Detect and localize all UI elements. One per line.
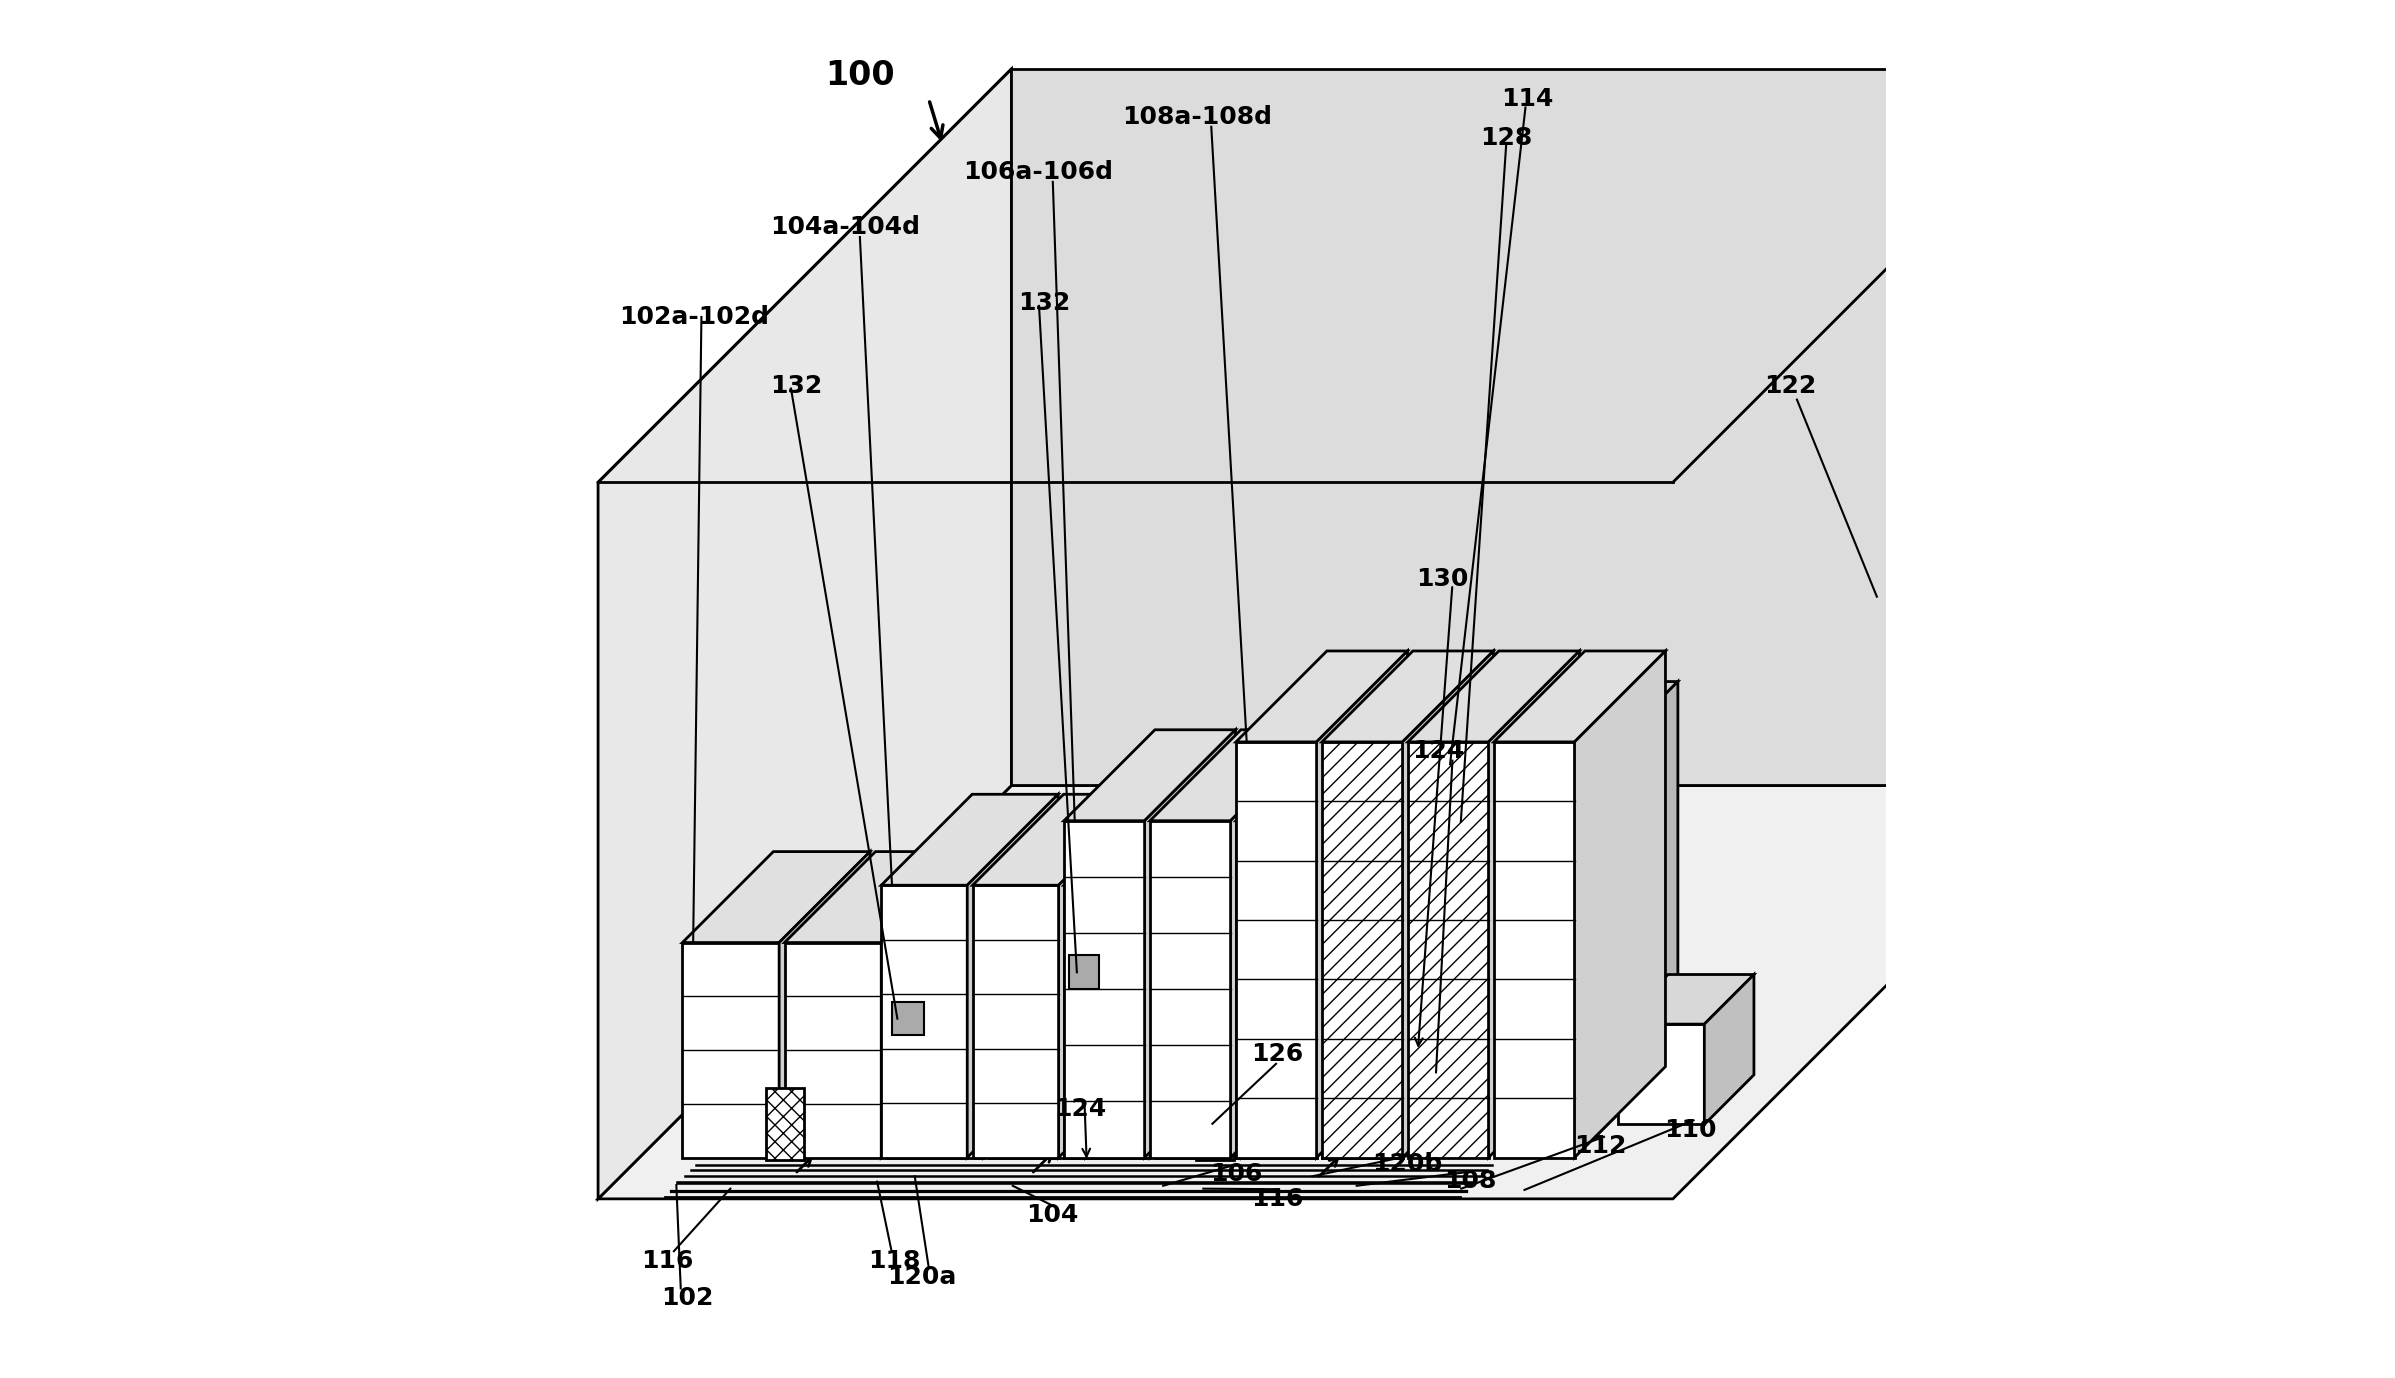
Polygon shape	[972, 794, 1150, 885]
Text: 124: 124	[1054, 1097, 1106, 1122]
Polygon shape	[881, 885, 968, 1158]
Polygon shape	[1705, 974, 1753, 1124]
Text: 108a-108d: 108a-108d	[1121, 105, 1272, 130]
Polygon shape	[599, 785, 2086, 1199]
Polygon shape	[1063, 885, 1150, 1158]
Text: 120a: 120a	[886, 1265, 956, 1290]
Polygon shape	[1063, 730, 1236, 821]
Polygon shape	[989, 943, 1085, 1158]
Text: 102: 102	[661, 1286, 714, 1310]
Polygon shape	[1435, 682, 1679, 765]
Polygon shape	[599, 69, 1011, 1199]
Text: 126: 126	[1250, 1042, 1303, 1067]
Text: 100: 100	[826, 59, 896, 92]
Polygon shape	[1063, 821, 1145, 1158]
Polygon shape	[1236, 650, 1408, 741]
Polygon shape	[1494, 650, 1665, 741]
Polygon shape	[1150, 794, 1241, 1158]
Polygon shape	[766, 1089, 805, 1160]
Text: 106a-106d: 106a-106d	[963, 160, 1114, 185]
Polygon shape	[1150, 730, 1322, 821]
Polygon shape	[1195, 1080, 1233, 1160]
Polygon shape	[886, 852, 1075, 943]
Polygon shape	[1418, 1073, 1454, 1116]
Polygon shape	[778, 852, 869, 1158]
Polygon shape	[1059, 794, 1150, 1158]
Polygon shape	[989, 852, 1176, 943]
Polygon shape	[881, 852, 972, 1158]
Polygon shape	[881, 794, 1059, 885]
Polygon shape	[972, 885, 1059, 1158]
Polygon shape	[1236, 821, 1317, 1158]
Polygon shape	[1322, 821, 1403, 1158]
Polygon shape	[1063, 794, 1241, 885]
Polygon shape	[1403, 730, 1494, 1158]
Polygon shape	[1408, 741, 1490, 1158]
Polygon shape	[1236, 730, 1408, 821]
Polygon shape	[1236, 741, 1317, 1158]
Polygon shape	[1574, 650, 1665, 1158]
Text: 120b: 120b	[1372, 1152, 1442, 1177]
Polygon shape	[1085, 852, 1176, 1158]
Text: 112: 112	[1574, 1134, 1626, 1159]
Polygon shape	[1154, 885, 1241, 1158]
Polygon shape	[1435, 765, 1595, 1137]
Text: 132: 132	[771, 373, 821, 398]
Circle shape	[1406, 1049, 1466, 1109]
Polygon shape	[683, 943, 778, 1158]
Text: 116: 116	[642, 1248, 692, 1273]
Text: 124: 124	[1413, 739, 1466, 763]
Polygon shape	[786, 852, 972, 943]
Polygon shape	[1322, 650, 1494, 741]
Text: 106: 106	[1209, 1162, 1262, 1186]
Polygon shape	[1461, 808, 1492, 836]
Polygon shape	[1619, 1024, 1705, 1124]
Polygon shape	[1241, 794, 1332, 1158]
Text: 104: 104	[1027, 1203, 1080, 1228]
Polygon shape	[1317, 650, 1408, 1158]
Text: 130: 130	[1415, 566, 1468, 591]
Text: 118: 118	[867, 1248, 920, 1273]
Text: 132: 132	[1018, 291, 1071, 316]
Polygon shape	[786, 943, 881, 1158]
Polygon shape	[1011, 69, 2086, 785]
Polygon shape	[1619, 974, 1753, 1024]
Polygon shape	[1145, 730, 1236, 1158]
Polygon shape	[1231, 730, 1322, 1158]
Text: 104a-104d: 104a-104d	[771, 215, 920, 240]
Polygon shape	[1322, 741, 1403, 1158]
Polygon shape	[1490, 650, 1578, 1158]
Text: 114: 114	[1502, 87, 1552, 112]
Text: 108: 108	[1444, 1169, 1497, 1193]
Polygon shape	[886, 943, 984, 1158]
Polygon shape	[891, 1002, 924, 1035]
Text: 122: 122	[1763, 373, 1815, 398]
Polygon shape	[1322, 730, 1494, 821]
Polygon shape	[1068, 955, 1099, 989]
Polygon shape	[1494, 741, 1574, 1158]
Polygon shape	[968, 794, 1059, 1158]
Text: 128: 128	[1480, 125, 1533, 150]
Circle shape	[1435, 1057, 1480, 1101]
Polygon shape	[1408, 650, 1578, 741]
Text: 102a-102d: 102a-102d	[618, 305, 769, 329]
Polygon shape	[1150, 821, 1231, 1158]
Polygon shape	[683, 852, 869, 943]
Polygon shape	[1154, 794, 1332, 885]
Polygon shape	[984, 852, 1075, 1158]
Polygon shape	[1317, 730, 1408, 1158]
Text: 116: 116	[1250, 1186, 1303, 1211]
Polygon shape	[1595, 682, 1679, 1137]
Text: 110: 110	[1665, 1118, 1717, 1142]
Polygon shape	[1403, 650, 1494, 1158]
